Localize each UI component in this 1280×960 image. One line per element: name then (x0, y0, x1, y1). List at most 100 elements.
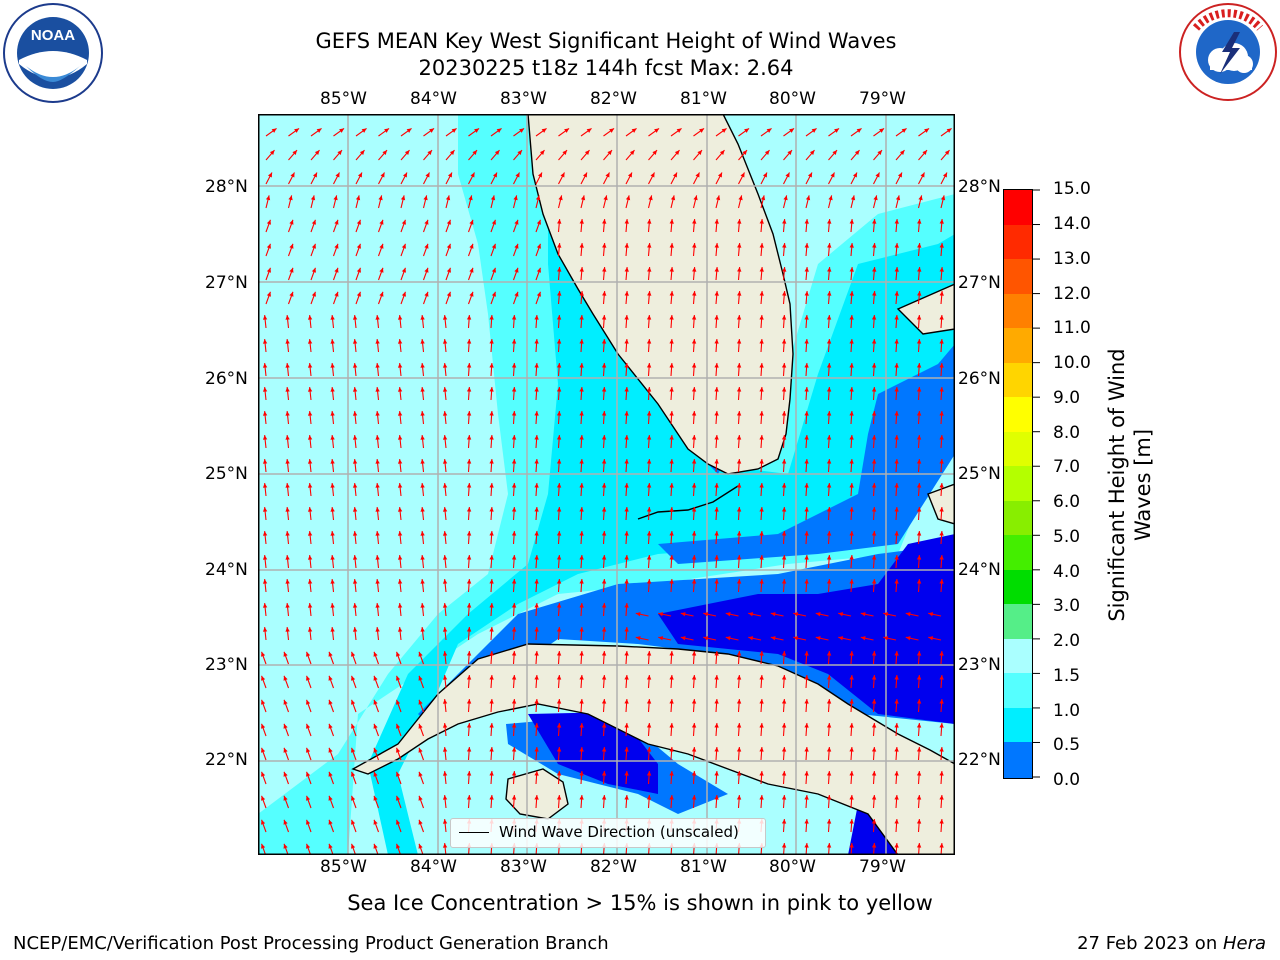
wind-wave-arrowhead (579, 219, 584, 224)
wind-wave-arrowhead (624, 507, 629, 512)
wind-wave-arrowhead (826, 507, 832, 512)
wind-wave-arrowhead (311, 243, 316, 249)
wind-wave-arrowhead (266, 291, 271, 297)
wind-wave-arrowhead (375, 603, 380, 608)
wind-wave-arrowhead (373, 843, 378, 849)
wind-wave-arrowhead (939, 459, 944, 464)
wind-wave-arrowhead (289, 291, 294, 297)
wind-wave-arrowhead (261, 795, 266, 801)
wind-wave-arrowhead (262, 363, 268, 368)
wind-wave-arrowhead (736, 579, 742, 584)
wind-wave-arrowhead (328, 843, 333, 849)
wind-wave-arrowhead (646, 651, 652, 656)
wind-wave-arrowhead (352, 435, 358, 440)
wind-wave-arrowhead (918, 195, 923, 201)
wind-wave-arrowhead (781, 771, 787, 776)
wind-wave-arrowhead (420, 387, 425, 392)
wind-wave-arrowhead (442, 627, 448, 632)
wind-wave-arrowhead (669, 771, 674, 776)
wind-wave-arrowhead (793, 636, 799, 641)
wind-wave-arrowhead (849, 435, 854, 440)
wind-wave-arrowhead (804, 363, 809, 368)
wind-wave-arrowhead (669, 555, 674, 560)
wind-wave-arrowhead (740, 172, 745, 178)
wind-wave-arrowhead (271, 128, 277, 133)
wind-wave-arrowhead (489, 747, 494, 752)
wind-wave-arrowhead (442, 843, 448, 848)
wind-wave-arrowhead (375, 555, 380, 560)
wind-wave-arrowhead (939, 363, 944, 368)
wind-wave-arrowhead (534, 339, 539, 344)
wind-wave-arrowhead (511, 747, 517, 752)
noaa-logo: NOAA (2, 2, 104, 104)
wind-wave-arrowhead (601, 603, 607, 608)
wind-wave-arrowhead (871, 579, 877, 584)
wind-wave-arrowhead (489, 675, 494, 680)
wind-wave-arrowhead (397, 555, 403, 560)
wind-wave-arrowhead (692, 291, 697, 296)
wind-wave-arrowhead (894, 315, 899, 320)
wind-wave-arrowhead (658, 636, 664, 641)
wind-wave-arrowhead (669, 723, 674, 728)
wind-wave-arrowhead (466, 507, 472, 512)
wind-wave-arrowhead (691, 411, 697, 416)
wind-wave-arrowhead (804, 411, 809, 416)
wind-wave-arrowhead (781, 675, 787, 680)
wind-wave-arrowhead (265, 195, 271, 201)
wind-wave-arrowhead (714, 723, 719, 728)
wind-wave-arrowhead (647, 267, 652, 272)
wind-wave-arrowhead (489, 459, 494, 464)
wind-wave-arrowhead (466, 675, 472, 680)
wind-wave-arrowhead (646, 315, 652, 320)
wind-wave-arrowhead (635, 612, 641, 617)
wind-wave-arrowhead (850, 195, 856, 201)
colorbar-tick: 1.5 (1053, 666, 1081, 686)
wind-wave-arrowhead (714, 771, 719, 776)
wind-wave-arrowhead (635, 636, 641, 641)
wind-wave-arrowhead (781, 435, 787, 440)
wind-wave-arrowhead (782, 243, 787, 248)
wind-wave-arrowhead (556, 723, 562, 728)
wind-wave-arrowhead (579, 267, 584, 272)
wind-wave-arrowhead (511, 627, 517, 632)
wind-wave-arrowhead (646, 699, 652, 704)
colorbar-tick: 4.0 (1053, 562, 1081, 582)
wind-wave-arrowhead (894, 819, 899, 824)
wind-wave-arrowhead (556, 555, 562, 560)
wind-wave-arrowhead (826, 339, 832, 344)
wind-wave-arrowhead (827, 243, 832, 248)
colorbar-segment (1004, 535, 1032, 571)
wind-wave-arrowhead (759, 771, 764, 776)
wind-wave-arrowhead (511, 411, 517, 416)
colorbar-tick: 2.0 (1053, 631, 1081, 651)
wave-height-map (258, 114, 955, 855)
wind-wave-arrowhead (397, 363, 403, 368)
lon-label: 82°W (590, 857, 637, 877)
wind-wave-arrowhead (607, 150, 613, 155)
wind-wave-arrowhead (736, 651, 742, 656)
wind-wave-arrowhead (691, 531, 697, 536)
wind-wave-arrowhead (328, 651, 333, 657)
wind-wave-arrowhead (375, 531, 380, 536)
wind-wave-arrowhead (442, 651, 448, 656)
wind-wave-arrowhead (496, 128, 502, 133)
wind-wave-arrowhead (714, 531, 719, 536)
wind-wave-arrowhead (489, 531, 494, 536)
wind-wave-arrowhead (449, 150, 455, 155)
wave-band-0m (528, 534, 955, 855)
wind-wave-arrowhead (646, 435, 652, 440)
colorbar-tick: 0.5 (1053, 735, 1081, 755)
wind-wave-arrowhead (384, 128, 390, 133)
wind-wave-arrowhead (736, 363, 742, 368)
wind-wave-arrowhead (624, 699, 629, 704)
wind-wave-arrowhead (536, 267, 541, 273)
wind-wave-arrowhead (536, 219, 541, 225)
wind-wave-arrowhead (916, 723, 922, 728)
wind-wave-arrowhead (624, 555, 629, 560)
wind-wave-arrowhead (916, 531, 922, 536)
wind-wave-arrowhead (759, 387, 764, 392)
wind-wave-arrowhead (601, 651, 607, 656)
wind-wave-arrowhead (285, 459, 290, 464)
wind-wave-arrowhead (396, 651, 401, 657)
wind-wave-arrowhead (849, 363, 854, 368)
